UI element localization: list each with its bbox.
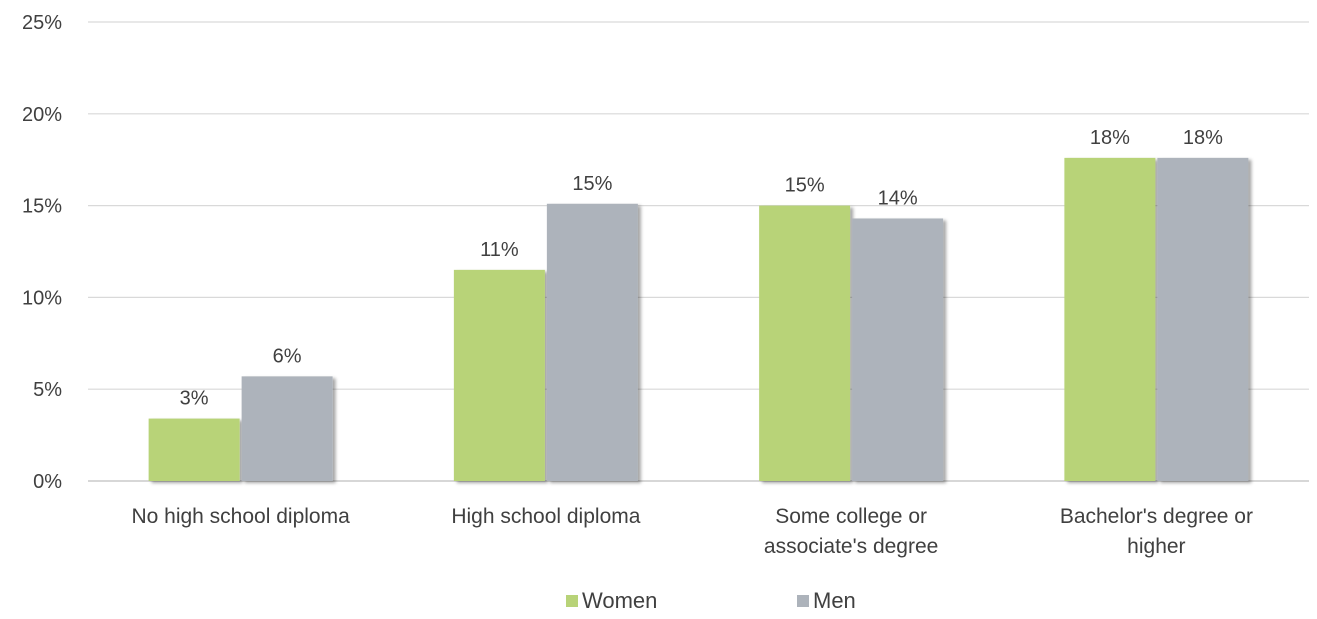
y-tick-label: 0% bbox=[33, 471, 62, 493]
bar-women-0 bbox=[148, 418, 240, 481]
bar-men-1 bbox=[546, 203, 638, 481]
data-label-women-1: 11% bbox=[480, 239, 519, 261]
y-tick-label: 5% bbox=[33, 379, 62, 401]
y-axis-tick-labels: 0% 5% 10% 15% 20% 25% bbox=[22, 12, 62, 493]
legend-label-men: Men bbox=[813, 588, 856, 613]
x-category-label: High school diploma bbox=[451, 505, 640, 528]
x-category-label: Bachelor's degree or higher bbox=[1060, 505, 1253, 558]
x-category-label: Some college or associate's degree bbox=[764, 505, 938, 558]
data-label-women-3: 18% bbox=[1090, 127, 1130, 149]
x-category-label: No high school diploma bbox=[131, 505, 350, 528]
x-axis-category-labels: No high school diploma High school diplom… bbox=[131, 505, 1252, 558]
data-labels: 3% 6% 11% 15% 15% 14% 18% 18% bbox=[180, 127, 1223, 410]
data-label-men-3: 18% bbox=[1183, 127, 1223, 149]
data-label-men-0: 6% bbox=[273, 345, 302, 367]
bar-women-2 bbox=[759, 205, 851, 481]
bars bbox=[148, 157, 1249, 481]
y-tick-label: 15% bbox=[22, 196, 62, 218]
legend-label-women: Women bbox=[582, 588, 657, 613]
data-label-women-2: 15% bbox=[785, 175, 825, 197]
legend-swatch-men bbox=[797, 595, 809, 607]
bar-women-1 bbox=[453, 269, 545, 481]
data-label-women-0: 3% bbox=[180, 388, 209, 410]
y-tick-label: 25% bbox=[22, 12, 62, 34]
bar-men-2 bbox=[852, 218, 944, 481]
bar-men-0 bbox=[241, 376, 333, 481]
y-tick-label: 10% bbox=[22, 287, 62, 309]
bar-men-3 bbox=[1157, 157, 1249, 481]
data-label-men-1: 15% bbox=[572, 173, 612, 195]
legend: Women Men bbox=[566, 588, 856, 613]
bar-women-3 bbox=[1064, 157, 1156, 481]
y-tick-label: 20% bbox=[22, 104, 62, 126]
legend-swatch-women bbox=[566, 595, 578, 607]
data-label-men-2: 14% bbox=[878, 187, 918, 209]
